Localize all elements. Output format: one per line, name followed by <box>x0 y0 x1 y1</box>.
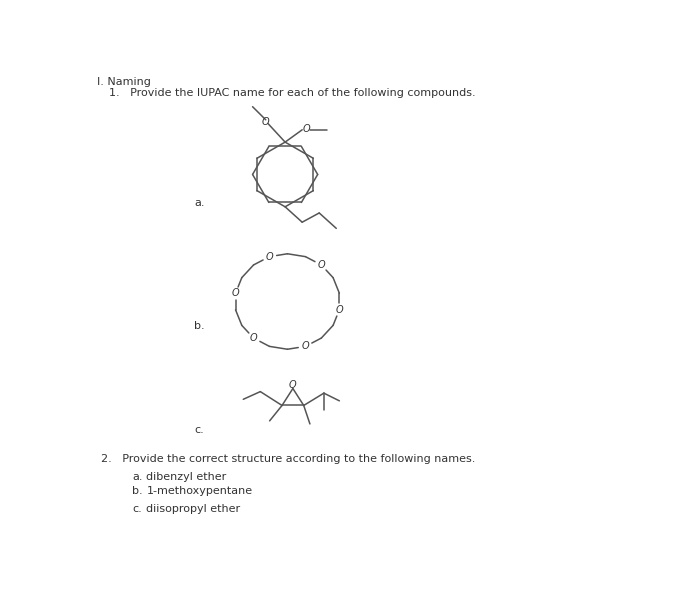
Text: a.: a. <box>195 198 205 207</box>
Text: O: O <box>302 124 310 134</box>
Text: diisopropyl ether: diisopropyl ether <box>146 504 241 514</box>
Text: O: O <box>261 117 269 127</box>
Text: O: O <box>318 260 325 270</box>
Text: O: O <box>232 288 239 298</box>
Text: dibenzyl ether: dibenzyl ether <box>146 472 227 482</box>
Text: O: O <box>250 333 258 343</box>
Text: a.: a. <box>132 472 143 482</box>
Text: 1.   Provide the IUPAC name for each of the following compounds.: 1. Provide the IUPAC name for each of th… <box>109 89 476 98</box>
Text: O: O <box>335 305 343 315</box>
Text: 1-methoxypentane: 1-methoxypentane <box>146 486 253 497</box>
Text: O: O <box>265 252 273 261</box>
Text: O: O <box>289 380 297 390</box>
Text: c.: c. <box>195 425 204 435</box>
Text: b.: b. <box>132 486 143 497</box>
Text: O: O <box>302 342 309 352</box>
Text: 2.   Provide the correct structure according to the following names.: 2. Provide the correct structure accordi… <box>102 454 476 464</box>
Text: c.: c. <box>132 504 142 514</box>
Text: b.: b. <box>195 321 205 331</box>
Text: I. Naming: I. Naming <box>97 77 150 87</box>
